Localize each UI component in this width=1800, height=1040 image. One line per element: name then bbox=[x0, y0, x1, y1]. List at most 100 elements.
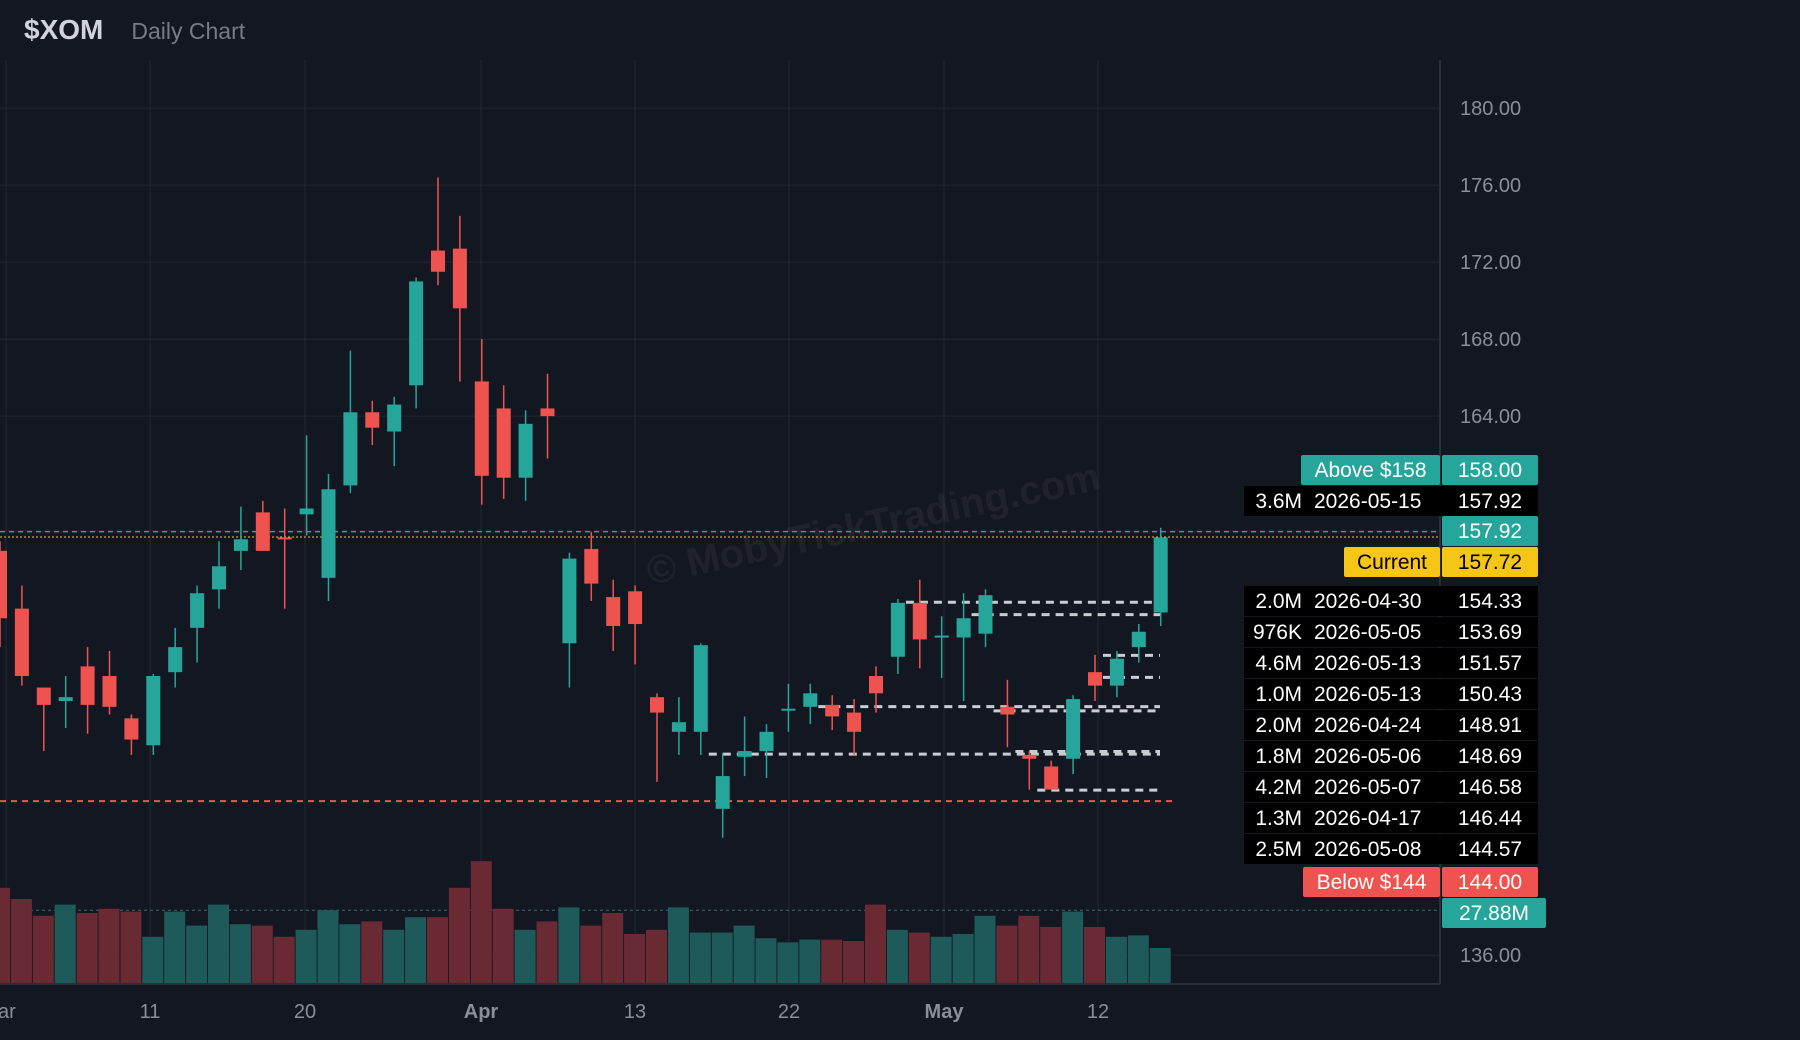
candle-body bbox=[978, 595, 993, 634]
level-tag-bg bbox=[1244, 772, 1538, 802]
volume-bar bbox=[229, 924, 251, 983]
candle-body bbox=[715, 776, 730, 809]
level-price: 148.91 bbox=[1458, 714, 1522, 737]
volume-bar bbox=[1062, 911, 1084, 983]
volume-average-tag-bg bbox=[1442, 898, 1546, 928]
volume-bar bbox=[755, 938, 777, 983]
y-tick-label: 176.00 bbox=[1460, 175, 1521, 197]
y-tick-label: 168.00 bbox=[1460, 329, 1521, 351]
volume-bar bbox=[865, 904, 886, 983]
level-price: 154.33 bbox=[1458, 590, 1522, 613]
level-tag-bg bbox=[1244, 586, 1538, 616]
candle-body bbox=[299, 508, 314, 515]
candle-body bbox=[58, 697, 73, 702]
level-volume: 976K bbox=[1253, 621, 1302, 644]
candle-body bbox=[1022, 754, 1037, 759]
current-price: 157.72 bbox=[1458, 551, 1522, 574]
candle-body bbox=[869, 676, 883, 694]
candle-body bbox=[190, 593, 205, 628]
level-date: 2026-05-15 bbox=[1314, 490, 1421, 513]
y-tick-label: 164.00 bbox=[1460, 406, 1521, 428]
level-date: 2026-05-06 bbox=[1314, 745, 1421, 768]
candle-body bbox=[365, 412, 380, 428]
above-alert-price-bg bbox=[1442, 455, 1538, 485]
level-tag-bg bbox=[1244, 710, 1538, 740]
level-volume: 1.3M bbox=[1255, 807, 1302, 830]
above-alert-price: 158.00 bbox=[1458, 459, 1522, 482]
candle-body bbox=[1153, 537, 1168, 613]
level-tag-bg bbox=[1244, 803, 1538, 833]
level-volume: 2.5M bbox=[1255, 838, 1302, 861]
candle-body bbox=[431, 250, 445, 272]
volume-bar bbox=[1040, 927, 1062, 983]
candle-body bbox=[452, 248, 467, 309]
candle-body bbox=[1131, 631, 1146, 648]
volume-bar bbox=[317, 910, 339, 983]
level-price: 151.57 bbox=[1458, 652, 1522, 675]
below-alert-price-bg bbox=[1442, 867, 1538, 897]
candle-body bbox=[233, 539, 248, 551]
level-volume: 4.2M bbox=[1255, 776, 1302, 799]
volume-bar bbox=[821, 939, 843, 983]
volume-bar bbox=[76, 913, 98, 983]
volume-bar bbox=[492, 908, 514, 983]
candle-body bbox=[628, 591, 643, 625]
candle-body bbox=[321, 489, 336, 578]
x-tick-label: 22 bbox=[778, 1001, 800, 1023]
candle-body bbox=[737, 751, 752, 757]
volume-bar bbox=[843, 941, 865, 983]
candle-body bbox=[496, 408, 511, 478]
volume-bar bbox=[1105, 936, 1127, 983]
volume-bar bbox=[996, 925, 1018, 983]
volume-bar bbox=[974, 915, 996, 983]
current-label-bg bbox=[1344, 547, 1440, 577]
candle-body bbox=[168, 647, 183, 673]
volume-bar bbox=[361, 921, 383, 983]
volume-bar bbox=[32, 915, 54, 983]
volume-bar bbox=[10, 899, 32, 983]
candle-body bbox=[693, 645, 708, 732]
volume-bar bbox=[405, 917, 427, 983]
candle-body bbox=[1044, 766, 1059, 790]
volume-bar bbox=[733, 925, 755, 983]
volume-bar bbox=[624, 934, 646, 983]
below-alert-price: 144.00 bbox=[1458, 871, 1522, 894]
volume-bar bbox=[1149, 948, 1171, 983]
volume-bar bbox=[667, 907, 689, 983]
last-close-tag-bg bbox=[1442, 516, 1538, 546]
candle-body bbox=[255, 512, 270, 551]
level-volume: 1.0M bbox=[1255, 683, 1302, 706]
volume-bar bbox=[54, 904, 76, 983]
candle-body bbox=[803, 693, 818, 707]
level-tag-bg bbox=[1244, 679, 1538, 709]
candle-body bbox=[890, 602, 905, 657]
candle-body bbox=[212, 566, 226, 590]
volume-bar bbox=[602, 913, 624, 983]
volume-bar bbox=[383, 929, 405, 983]
level-date: 2026-05-13 bbox=[1314, 683, 1421, 706]
price-tags: Above $158 158.00 157.92 Current 157.72 3.6M 2… bbox=[1244, 455, 1546, 928]
candle-body bbox=[825, 704, 840, 717]
candle-body bbox=[277, 537, 292, 540]
volume-bar bbox=[98, 908, 120, 983]
level-volume: 3.6M bbox=[1255, 490, 1302, 513]
volume-average-tag: 27.88M bbox=[1459, 902, 1529, 925]
watermark: © MobyTickTrading.com bbox=[643, 455, 1104, 594]
candle-body bbox=[36, 687, 51, 705]
volume-bar bbox=[952, 934, 974, 983]
candle-body bbox=[956, 618, 971, 638]
volume-bar bbox=[1018, 915, 1040, 983]
ticker-symbol: $XOM bbox=[24, 14, 104, 45]
x-tick-label: 20 bbox=[294, 1001, 316, 1023]
candlesticks bbox=[0, 177, 1168, 838]
level-price: 150.43 bbox=[1458, 683, 1522, 706]
y-tick-label: 180.00 bbox=[1460, 98, 1521, 120]
volume-bar bbox=[1127, 935, 1149, 983]
x-tick-label: May bbox=[925, 1001, 965, 1023]
candle-body bbox=[0, 550, 7, 619]
last-close-tag: 157.92 bbox=[1458, 520, 1522, 543]
level-date: 2026-05-08 bbox=[1314, 838, 1421, 861]
x-tick-label: Apr bbox=[464, 1001, 499, 1023]
candle-body bbox=[562, 558, 577, 644]
